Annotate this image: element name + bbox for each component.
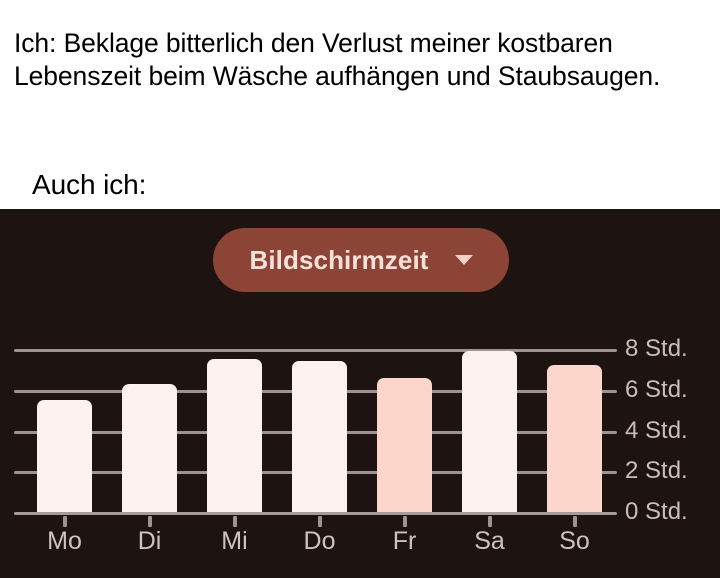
chart-x-ticks [14, 516, 617, 528]
tick-do [317, 516, 322, 527]
tick-so [572, 516, 577, 527]
bar-fr[interactable] [377, 377, 432, 512]
bar-mo[interactable] [37, 399, 92, 512]
gridline-0h [14, 512, 617, 515]
chevron-down-icon [454, 255, 473, 265]
bar-so[interactable] [547, 365, 602, 512]
chart-x-axis-labels: Mo Di Mi Do Fr Sa So [14, 527, 617, 567]
screen-time-dropdown-button[interactable]: Bildschirmzeit [213, 228, 509, 292]
bar-di[interactable] [122, 383, 177, 512]
caption-line-1: Ich: Beklage bitterlich den Verlust mein… [14, 28, 661, 91]
tick-sa [487, 516, 492, 527]
y-axis-label-4h: 4 Std. [625, 416, 688, 444]
caption-line-2: Auch ich: [32, 169, 147, 200]
x-axis-label-so: So [559, 527, 590, 555]
dropdown-label: Bildschirmzeit [249, 244, 429, 275]
y-axis-label-0h: 0 Std. [625, 498, 688, 525]
tick-mo [62, 516, 67, 527]
x-axis-label-do: Do [303, 527, 336, 555]
gridline-8h [14, 349, 617, 352]
screen-time-screenshot: Bildschirmzeit 0 Std. 2 Std. 4 Std. 6 Std. 8… [0, 209, 720, 578]
y-axis-label-2h: 2 Std. [625, 457, 688, 485]
y-axis-label-6h: 6 Std. [625, 375, 688, 403]
tick-mi [232, 516, 237, 527]
y-axis-label-8h: 8 Std. [625, 335, 688, 362]
caption-area: Ich: Beklage bitterlich den Verlust mein… [0, 0, 720, 209]
bar-mi[interactable] [207, 359, 262, 512]
bar-do[interactable] [292, 361, 347, 512]
x-axis-label-mi: Mi [221, 527, 248, 555]
chart-bars [14, 349, 617, 512]
tick-di [147, 516, 152, 527]
x-axis-label-mo: Mo [47, 527, 82, 555]
bar-sa[interactable] [462, 351, 517, 512]
screen-time-bar-chart [14, 349, 617, 520]
chart-y-axis-labels: 0 Std. 2 Std. 4 Std. 6 Std. 8 Std. [625, 335, 720, 525]
tick-fr [402, 516, 407, 527]
x-axis-label-sa: Sa [474, 527, 505, 555]
x-axis-label-fr: Fr [392, 527, 417, 555]
x-axis-label-di: Di [137, 527, 162, 555]
